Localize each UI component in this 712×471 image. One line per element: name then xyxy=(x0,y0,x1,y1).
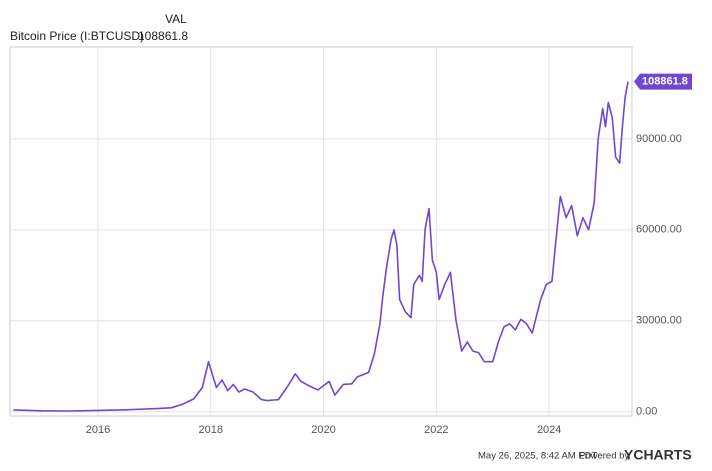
x-tick-label: 2016 xyxy=(86,424,110,436)
x-tick-label: 2024 xyxy=(537,424,561,436)
last-value-label: 108861.8 xyxy=(642,76,688,88)
y-tick-label: 30000.00 xyxy=(636,315,682,327)
current-value: 108861.8 xyxy=(138,29,188,43)
x-tick-label: 2018 xyxy=(199,424,223,436)
y-tick-label: 90000.00 xyxy=(636,133,682,145)
plot-border xyxy=(9,46,633,417)
last-value-tag xyxy=(634,73,692,90)
series-name: Bitcoin Price (I:BTCUSD) xyxy=(10,29,144,43)
value-header: VAL xyxy=(165,12,187,26)
price-line xyxy=(13,81,629,412)
x-tick-label: 2022 xyxy=(424,424,448,436)
powered-by: Powered by xyxy=(579,451,629,462)
y-tick-label: 60000.00 xyxy=(636,224,682,236)
x-tick-label: 2020 xyxy=(311,424,335,436)
brand-logo: YCHARTS xyxy=(624,447,692,463)
timestamp: May 26, 2025, 8:42 AM EDT xyxy=(478,451,598,462)
y-tick-label: 0.00 xyxy=(636,406,657,418)
